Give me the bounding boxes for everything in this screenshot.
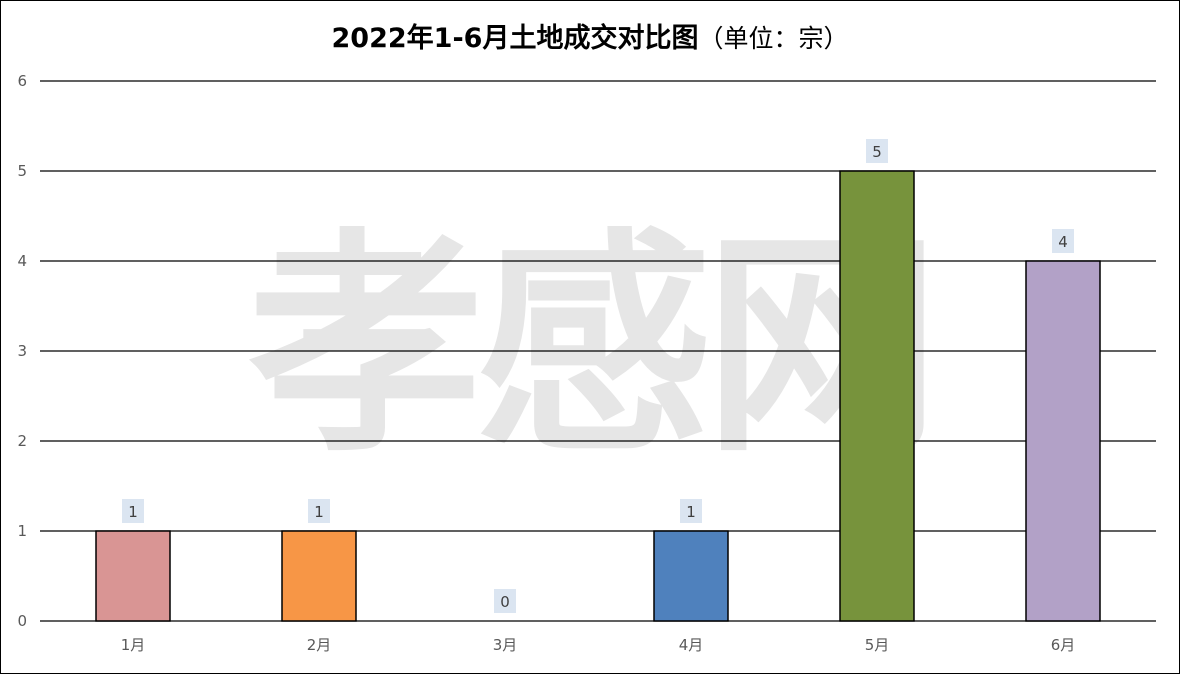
y-tick-label: 2	[17, 432, 27, 450]
data-label: 1	[314, 503, 324, 521]
y-tick-label: 0	[17, 612, 27, 630]
data-label-box	[866, 139, 888, 163]
bar-4	[653, 530, 729, 622]
data-labels: 1 1 0 1 5 4	[122, 139, 1074, 613]
data-label: 5	[872, 143, 882, 161]
data-label-box	[308, 499, 330, 523]
data-label: 1	[686, 503, 696, 521]
data-label-box	[122, 499, 144, 523]
data-label-box	[680, 499, 702, 523]
chart-title-main: 2022年1-6月土地成交对比图	[332, 22, 699, 54]
x-tick-label: 4月	[679, 636, 704, 654]
watermark-text: 孝感网	[248, 209, 932, 484]
bars	[95, 170, 1101, 622]
y-tick-label: 6	[17, 72, 27, 90]
chart-title: 2022年1-6月土地成交对比图（单位：宗）	[332, 22, 849, 54]
y-axis-ticks: 0 1 2 3 4 5 6	[17, 72, 27, 630]
gridlines	[40, 80, 1156, 622]
bar-6	[1025, 260, 1101, 622]
x-tick-label: 2月	[307, 636, 332, 654]
y-tick-label: 1	[17, 522, 27, 540]
data-label-box	[494, 589, 516, 613]
x-tick-label: 3月	[493, 636, 518, 654]
x-tick-label: 6月	[1051, 636, 1076, 654]
bar-1	[95, 530, 171, 622]
data-label: 4	[1058, 233, 1068, 251]
data-label: 0	[500, 593, 510, 611]
x-tick-label: 1月	[121, 636, 146, 654]
x-axis-ticks: 1月 2月 3月 4月 5月 6月	[121, 636, 1076, 654]
data-label: 1	[128, 503, 138, 521]
bar-5	[839, 170, 915, 622]
chart-title-unit: （单位：宗）	[698, 24, 848, 53]
y-tick-label: 5	[17, 162, 27, 180]
data-label-box	[1052, 229, 1074, 253]
watermark: 孝感网	[248, 209, 940, 484]
bar-2	[281, 530, 357, 622]
y-tick-label: 3	[17, 342, 27, 360]
x-tick-label: 5月	[865, 636, 890, 654]
y-tick-label: 4	[17, 252, 27, 270]
